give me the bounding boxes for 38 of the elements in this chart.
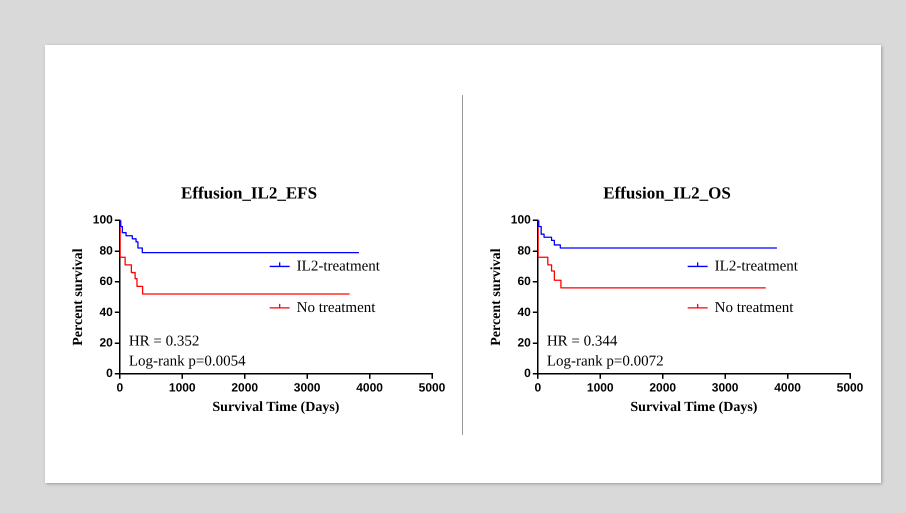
x-tick-label: 3000 [294,380,321,394]
legend-label: IL2-treatment [714,258,799,274]
legend-label: IL2-treatment [296,258,381,274]
chart-title: Effusion_IL2_EFS [180,184,318,203]
x-tick-label: 5000 [836,380,864,394]
y-tick-label: 20 [99,335,114,350]
y-tick-label: 100 [510,212,532,227]
legend-label: No treatment [714,300,794,316]
y-tick-label: 40 [99,304,114,319]
x-tick-label: 0 [116,380,124,394]
x-axis-title: Survival Time (Days) [212,400,340,416]
y-tick-label: 80 [99,243,114,258]
y-tick-label: 40 [517,304,532,319]
annotation: HR = 0.344 [546,334,618,350]
y-tick-label: 0 [106,366,114,380]
y-tick-label: 80 [517,243,532,258]
y-tick-label: 60 [99,274,114,288]
x-tick-label: 1000 [168,380,196,394]
annotation: HR = 0.352 [128,334,200,350]
x-tick-label: 2000 [231,380,258,394]
y-axis-title: Percent survival [71,248,86,346]
annotation: Log-rank p=0.0072 [546,354,664,370]
x-tick-label: 1000 [586,380,614,394]
y-axis-title: Percent survival [489,248,504,346]
x-tick-label: 4000 [774,380,802,394]
y-tick-label: 100 [92,212,114,227]
y-tick-label: 60 [517,274,532,288]
x-tick-label: 0 [534,380,542,394]
x-axis-title: Survival Time (Days) [630,400,758,416]
x-tick-label: 5000 [418,380,446,394]
legend-label: No treatment [296,300,376,316]
y-tick-label: 0 [524,366,532,380]
x-tick-label: 3000 [712,380,739,394]
x-tick-label: 2000 [649,380,676,394]
y-tick-label: 20 [517,335,532,350]
annotation: Log-rank p=0.0054 [128,354,246,370]
x-tick-label: 4000 [356,380,384,394]
chart-title: Effusion_IL2_OS [603,184,731,203]
